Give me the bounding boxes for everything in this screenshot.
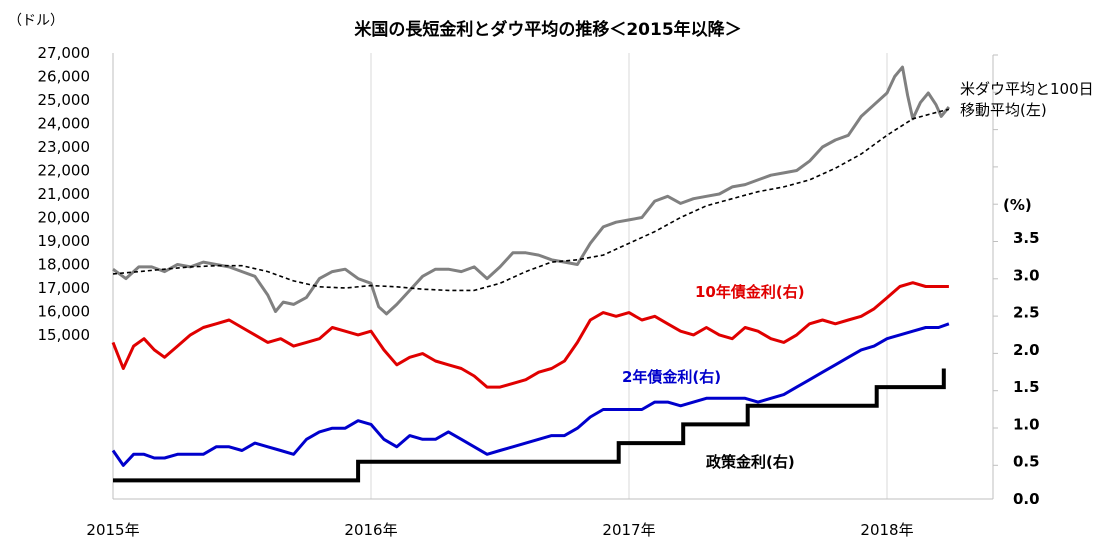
chart-title: 米国の長短金利とダウ平均の推移＜2015年以降＞ <box>354 19 741 40</box>
labels: 米国の長短金利とダウ平均の推移＜2015年以降＞ （ドル） 2015年 2016年 20… <box>8 13 1094 539</box>
left-tick-label: 26,000 <box>38 68 91 86</box>
right-tick-label: 1.5 <box>1013 378 1040 396</box>
left-tick-label: 15,000 <box>38 326 91 344</box>
right-tick-label: 2.5 <box>1013 304 1040 322</box>
left-tick-label: 22,000 <box>38 162 91 180</box>
right-tick-label: 0.0 <box>1013 490 1040 508</box>
x-tick-label: 2015年 <box>86 521 139 539</box>
label-dow-line1: 米ダウ平均と100日 <box>960 80 1094 98</box>
left-tick-label: 27,000 <box>38 44 91 62</box>
series-line-2 <box>111 281 949 389</box>
right-tick-label: 0.5 <box>1013 453 1040 471</box>
right-tick-label: 3.5 <box>1013 229 1040 247</box>
series-line-0 <box>112 65 951 316</box>
left-tick-label: 24,000 <box>38 115 91 133</box>
left-tick-label: 20,000 <box>38 209 91 227</box>
left-tick-label: 23,000 <box>38 138 91 156</box>
x-tick-label: 2016年 <box>344 521 397 539</box>
right-tick-label: 2.0 <box>1013 341 1040 359</box>
left-tick-label: 16,000 <box>38 303 91 321</box>
series-line-3 <box>111 322 950 467</box>
label-dow-line2: 移動平均(左) <box>960 101 1047 119</box>
axes <box>112 53 998 500</box>
label-2y-yield: 2年債金利(右) <box>622 368 721 386</box>
left-tick-label: 18,000 <box>38 256 91 274</box>
left-tick-label: 21,000 <box>38 185 91 203</box>
right-tick-label: 1.0 <box>1013 415 1040 433</box>
x-tick-label: 2018年 <box>860 521 913 539</box>
left-tick-label: 19,000 <box>38 232 91 250</box>
left-tick-label: 17,000 <box>38 279 91 297</box>
label-10y-yield: 10年債金利(右) <box>695 283 805 301</box>
right-axis-unit: (%) <box>1003 196 1032 214</box>
left-tick-label: 25,000 <box>38 91 91 109</box>
x-tick-label: 2017年 <box>602 521 655 539</box>
right-tick-label: 3.0 <box>1013 266 1040 284</box>
series-lines <box>111 65 951 483</box>
series-line-1 <box>112 108 950 292</box>
label-policy-rate: 政策金利(右) <box>706 453 795 471</box>
left-axis-unit: （ドル） <box>8 13 64 29</box>
series-line-4 <box>113 368 946 483</box>
